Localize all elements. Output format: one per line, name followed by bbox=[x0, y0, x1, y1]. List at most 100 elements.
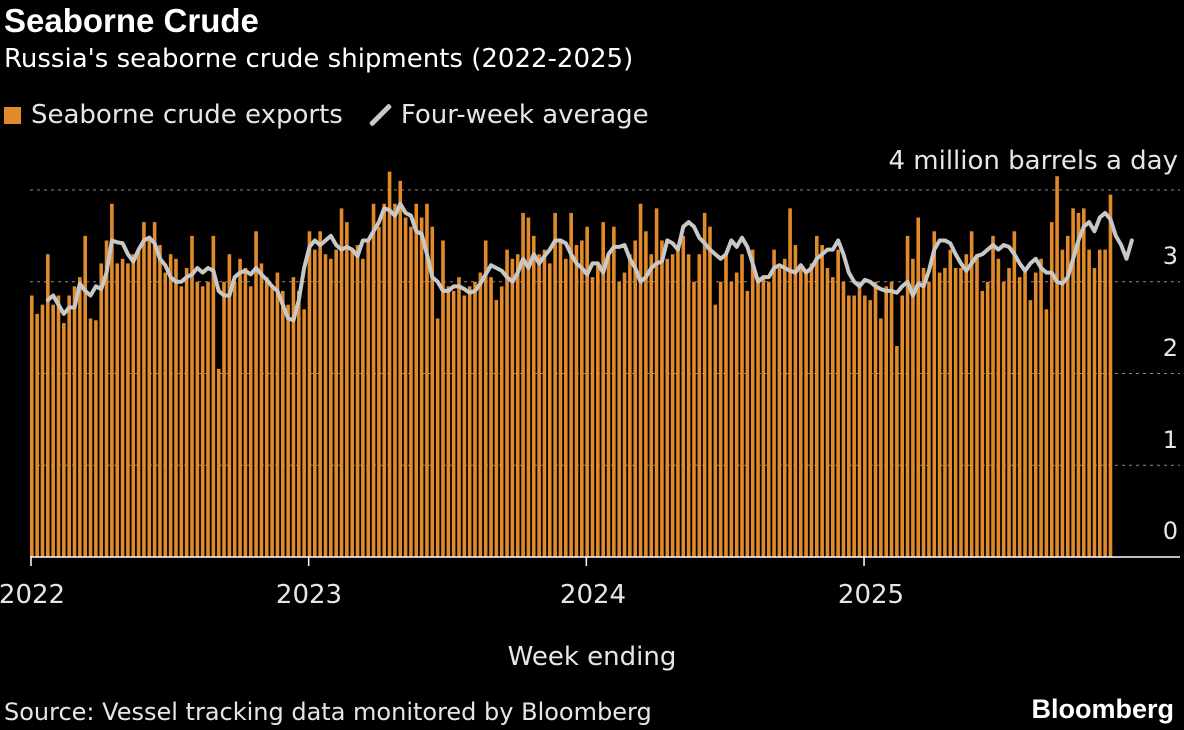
bar bbox=[734, 272, 739, 557]
bar bbox=[441, 240, 445, 557]
bar bbox=[377, 226, 381, 557]
bar bbox=[692, 281, 696, 557]
bar bbox=[72, 286, 77, 557]
bar bbox=[163, 272, 168, 557]
bar bbox=[345, 222, 349, 558]
bar bbox=[499, 286, 504, 557]
bar bbox=[654, 208, 659, 557]
bar bbox=[505, 249, 509, 557]
bar bbox=[302, 309, 306, 557]
bar bbox=[740, 254, 744, 558]
bar bbox=[724, 254, 728, 558]
y-tick-label: 3 bbox=[1162, 242, 1178, 270]
bar bbox=[248, 286, 253, 557]
bar bbox=[1023, 267, 1027, 557]
bar bbox=[975, 254, 979, 558]
bar bbox=[473, 281, 477, 557]
bar bbox=[889, 281, 894, 557]
bar bbox=[1103, 249, 1107, 557]
bar bbox=[1055, 176, 1059, 558]
bar bbox=[174, 258, 178, 557]
bar bbox=[467, 286, 472, 557]
bar bbox=[526, 217, 531, 557]
bar bbox=[120, 258, 125, 557]
bar bbox=[147, 235, 152, 558]
bar bbox=[1007, 267, 1011, 557]
bar bbox=[596, 263, 600, 557]
bar bbox=[462, 295, 467, 557]
bar bbox=[884, 286, 888, 557]
bar bbox=[510, 258, 515, 557]
bar bbox=[435, 318, 440, 557]
bar bbox=[697, 254, 702, 558]
bar bbox=[569, 212, 573, 557]
bar bbox=[46, 254, 50, 558]
bar bbox=[83, 235, 87, 558]
bar bbox=[788, 208, 792, 557]
bar bbox=[1087, 249, 1091, 557]
bar bbox=[686, 254, 691, 558]
bar bbox=[718, 281, 723, 557]
bar bbox=[937, 272, 942, 557]
x-tick-label: 2023 bbox=[275, 580, 343, 610]
bar-series bbox=[30, 171, 1113, 558]
bar bbox=[110, 203, 114, 557]
chart-subtitle: Russia's seaborne crude shipments (2022-… bbox=[4, 44, 634, 74]
bar bbox=[804, 272, 808, 557]
bar bbox=[761, 277, 766, 557]
bar bbox=[131, 254, 136, 558]
bar bbox=[350, 249, 354, 557]
y-unit-label: 4 million barrels a day bbox=[888, 146, 1178, 176]
bar bbox=[964, 254, 969, 558]
bar bbox=[78, 277, 82, 557]
bar bbox=[1017, 277, 1022, 557]
y-tick-label: 2 bbox=[1162, 334, 1178, 362]
bar bbox=[852, 295, 856, 557]
bar bbox=[387, 171, 392, 557]
bar bbox=[403, 217, 408, 557]
bar bbox=[200, 286, 205, 557]
bar bbox=[494, 300, 499, 557]
bar bbox=[553, 212, 557, 557]
bar bbox=[126, 263, 130, 557]
bar bbox=[927, 281, 931, 557]
bar bbox=[1033, 272, 1038, 557]
bar bbox=[542, 249, 547, 557]
bar bbox=[40, 304, 45, 557]
bar bbox=[1098, 249, 1102, 557]
bar bbox=[531, 235, 536, 558]
bar bbox=[825, 267, 830, 557]
bar bbox=[628, 254, 632, 558]
bar bbox=[868, 300, 872, 557]
bar bbox=[943, 267, 947, 557]
bar bbox=[911, 258, 915, 557]
legend: Seaborne crude exports Four-week average bbox=[4, 100, 649, 130]
bar bbox=[425, 203, 429, 557]
bar bbox=[430, 226, 435, 557]
bar bbox=[168, 254, 173, 558]
source-note: Source: Vessel tracking data monitored b… bbox=[4, 698, 652, 726]
x-tick-label: 2022 bbox=[0, 580, 66, 610]
bar bbox=[841, 281, 846, 557]
four-week-average-line bbox=[45, 201, 1134, 323]
y-tick-label: 1 bbox=[1162, 426, 1178, 454]
bar bbox=[115, 263, 120, 557]
bar bbox=[270, 286, 274, 557]
bar bbox=[254, 231, 258, 558]
bar bbox=[601, 222, 605, 558]
bar bbox=[211, 235, 216, 558]
bar bbox=[409, 226, 413, 557]
bar bbox=[51, 304, 55, 557]
bar bbox=[104, 240, 109, 557]
bar bbox=[580, 240, 584, 557]
bar bbox=[649, 254, 654, 558]
legend-line-label: Four-week average bbox=[400, 100, 649, 130]
bar bbox=[1028, 300, 1033, 557]
bar bbox=[371, 203, 376, 557]
bar bbox=[94, 320, 98, 557]
bar bbox=[537, 254, 541, 558]
bar bbox=[30, 295, 34, 557]
bar bbox=[275, 272, 280, 557]
bar bbox=[1076, 212, 1081, 557]
bar bbox=[1012, 231, 1017, 558]
